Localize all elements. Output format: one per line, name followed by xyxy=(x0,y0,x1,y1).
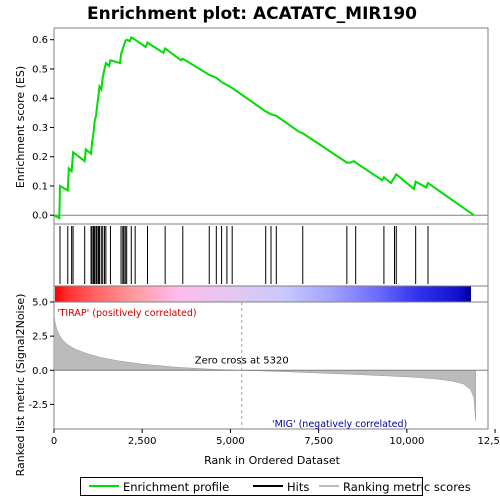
rank-heatmap-bar xyxy=(53,285,489,303)
x-tick-label: 5,000 xyxy=(216,436,245,447)
legend-metric-label: Ranking metric scores xyxy=(343,480,471,494)
metric-y-tick-label: 5.0 xyxy=(32,298,48,309)
legend: Enrichment profile Hits Ranking metric s… xyxy=(80,477,471,496)
metric-y-tick-label: -2.5 xyxy=(28,400,48,411)
legend-hits-swatch xyxy=(253,485,283,487)
heatmap-gradient xyxy=(55,286,471,302)
es-y-tick-label: 0.3 xyxy=(32,123,48,134)
x-tick-label: 7,500 xyxy=(304,436,333,447)
legend-enrichment-swatch xyxy=(89,485,119,487)
es-y-tick-label: 0.4 xyxy=(32,94,48,105)
es-y-tick-label: 0.5 xyxy=(32,64,48,75)
es-panel: 0.0 0.1 0.2 0.3 0.4 0.5 0.6 Enrichment score (… xyxy=(14,27,489,225)
metric-x-axis: 0 2,500 5,000 7,500 10,000 12,500 xyxy=(51,429,500,447)
metric-y-tick-label: 2.5 xyxy=(32,332,48,343)
es-y-tick-label: 0.6 xyxy=(32,35,48,46)
es-y-tick-label: 0.0 xyxy=(32,211,48,222)
es-y-label: Enrichment score (ES) xyxy=(14,66,27,188)
hits-panel xyxy=(53,223,489,287)
x-tick-label: 12,500 xyxy=(478,436,500,447)
x-tick-label: 0 xyxy=(51,436,57,447)
legend-enrichment-label: Enrichment profile xyxy=(123,480,230,494)
metric-y-label: Ranked list metric (Signal2Noise) xyxy=(14,294,27,477)
enrichment-profile-line xyxy=(53,35,475,220)
hits-markers xyxy=(59,226,429,284)
x-tick-label: 10,000 xyxy=(389,436,424,447)
legend-hits-label: Hits xyxy=(287,480,310,494)
metric-y-axis: 5.0 2.5 0.0 -2.5 xyxy=(28,298,54,411)
x-axis-label: Rank in Ordered Dataset xyxy=(204,454,341,467)
positive-correlation-label: 'TIRAP' (positively correlated) xyxy=(57,308,197,319)
metric-y-tick-label: 0.0 xyxy=(32,366,48,377)
es-y-tick-label: 0.1 xyxy=(32,181,48,192)
es-panel-frame xyxy=(53,27,489,225)
es-y-axis: 0.0 0.1 0.2 0.3 0.4 0.5 0.6 xyxy=(32,35,54,222)
x-tick-label: 2,500 xyxy=(128,436,157,447)
legend-metric-swatch xyxy=(319,485,339,487)
metric-panel: Zero cross at 5320 'TIRAP' (positively c… xyxy=(14,294,500,477)
negative-correlation-label: 'MIG' (negatively correlated) xyxy=(272,419,407,430)
chart-title: Enrichment plot: ACATATC_MIR190 xyxy=(87,4,417,24)
zero-cross-label: Zero cross at 5320 xyxy=(195,355,289,366)
es-y-tick-label: 0.2 xyxy=(32,152,48,163)
